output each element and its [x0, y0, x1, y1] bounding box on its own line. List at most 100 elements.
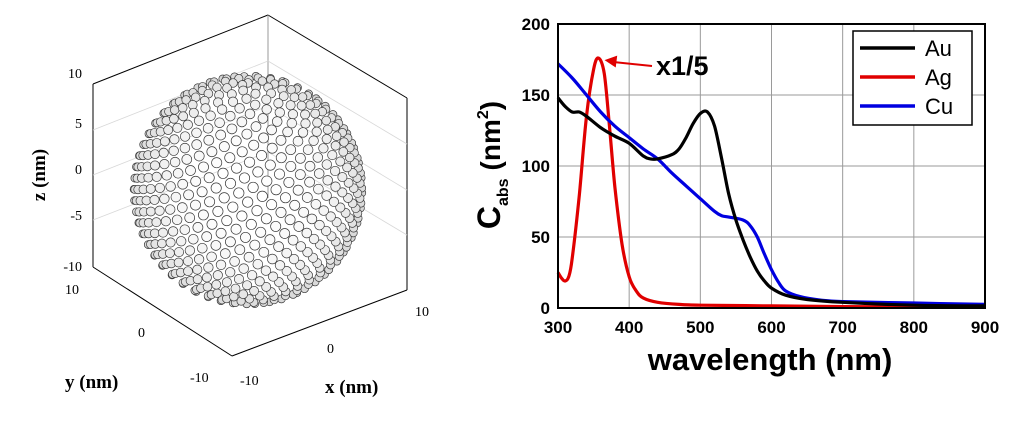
- atom: [234, 103, 245, 114]
- atom: [295, 152, 306, 164]
- atom: [211, 279, 222, 290]
- atom: [268, 271, 279, 282]
- atom: [330, 181, 341, 192]
- atom: [151, 171, 162, 182]
- atom: [312, 152, 324, 163]
- atom: [238, 289, 248, 299]
- atom: [188, 107, 199, 118]
- atom: [188, 233, 199, 245]
- atom: [287, 109, 298, 120]
- atom: [286, 118, 297, 129]
- atom: [254, 276, 265, 287]
- atom: [266, 142, 278, 154]
- atom: [292, 184, 304, 196]
- legend-label-au: Au: [925, 36, 952, 61]
- atom: [261, 94, 272, 105]
- x-tick-label: -10: [240, 374, 259, 389]
- atom: [160, 216, 171, 227]
- atom: [172, 122, 183, 133]
- atom: [225, 110, 236, 122]
- atom: [169, 113, 179, 124]
- atom: [233, 274, 245, 285]
- atom: [210, 240, 222, 251]
- atom: [318, 143, 329, 154]
- atom: [149, 228, 160, 239]
- z-tick-label: -10: [63, 260, 82, 275]
- atom: [218, 192, 230, 204]
- atom: [183, 266, 193, 277]
- atom: [250, 99, 261, 110]
- atom: [241, 93, 252, 104]
- atom: [193, 254, 205, 265]
- atom: [282, 126, 293, 138]
- atom: [247, 181, 259, 193]
- atom: [198, 161, 209, 173]
- atom: [226, 123, 238, 135]
- z-tick-label: -5: [70, 209, 82, 224]
- atom: [260, 265, 272, 276]
- atom: [314, 219, 325, 231]
- atom: [252, 166, 264, 178]
- atom: [183, 189, 194, 201]
- annotation-x1-5: x1/5: [604, 51, 709, 81]
- atom: [343, 177, 354, 188]
- y-tick-label: 200: [522, 15, 550, 34]
- atom: [217, 167, 229, 179]
- atom: [321, 190, 332, 201]
- atom: [275, 206, 287, 218]
- x-tick-labels: 300 400 500 600 700 800 900: [544, 318, 999, 337]
- atom: [179, 142, 191, 154]
- atom: [310, 199, 322, 210]
- atom: [294, 169, 306, 180]
- atom: [202, 281, 213, 292]
- atom: [184, 212, 196, 224]
- ylabel-sub: abs: [495, 178, 512, 206]
- legend-items: Au Ag Cu: [860, 36, 953, 119]
- atom: [224, 152, 236, 164]
- atom: [321, 134, 332, 144]
- atom: [242, 196, 254, 208]
- atom: [214, 117, 225, 128]
- atom: [311, 126, 322, 137]
- atom: [245, 218, 257, 230]
- atom: [264, 159, 276, 171]
- atom: [205, 110, 216, 121]
- atom: [337, 187, 348, 198]
- atom: [281, 247, 292, 259]
- atom: [238, 263, 249, 274]
- atom: [302, 247, 313, 258]
- atom: [321, 159, 332, 170]
- atom: [184, 245, 196, 256]
- x-axis: -10 0 10: [240, 305, 429, 389]
- atom: [256, 190, 268, 202]
- atom: [328, 196, 339, 207]
- x-tick-label: 900: [971, 318, 999, 337]
- atom: [279, 228, 291, 239]
- legend: Au Ag Cu: [852, 30, 973, 126]
- y-tick-label: 10: [65, 283, 79, 298]
- atom: [234, 244, 246, 256]
- y-tick-label: 0: [541, 299, 550, 318]
- y-tick-label: 0: [138, 326, 145, 341]
- atom: [296, 100, 307, 111]
- atom: [325, 211, 336, 222]
- atom: [310, 108, 321, 119]
- atom: [301, 192, 313, 203]
- atom: [151, 217, 162, 228]
- y-axis: 10 0 -10: [65, 283, 209, 386]
- atom: [145, 183, 156, 194]
- atom: [216, 104, 228, 115]
- atom: [238, 85, 249, 96]
- atom: [244, 156, 256, 168]
- atom: [206, 218, 218, 230]
- atom: [261, 282, 272, 292]
- atom: [274, 260, 286, 271]
- atom: [241, 128, 253, 140]
- plot-frame: [557, 23, 986, 309]
- atom: [249, 239, 261, 251]
- atom: [215, 259, 227, 270]
- atom: [297, 92, 308, 102]
- z-axis: 10 5 0 -5 -10: [63, 67, 82, 275]
- atom: [264, 234, 276, 246]
- atom: [274, 107, 285, 118]
